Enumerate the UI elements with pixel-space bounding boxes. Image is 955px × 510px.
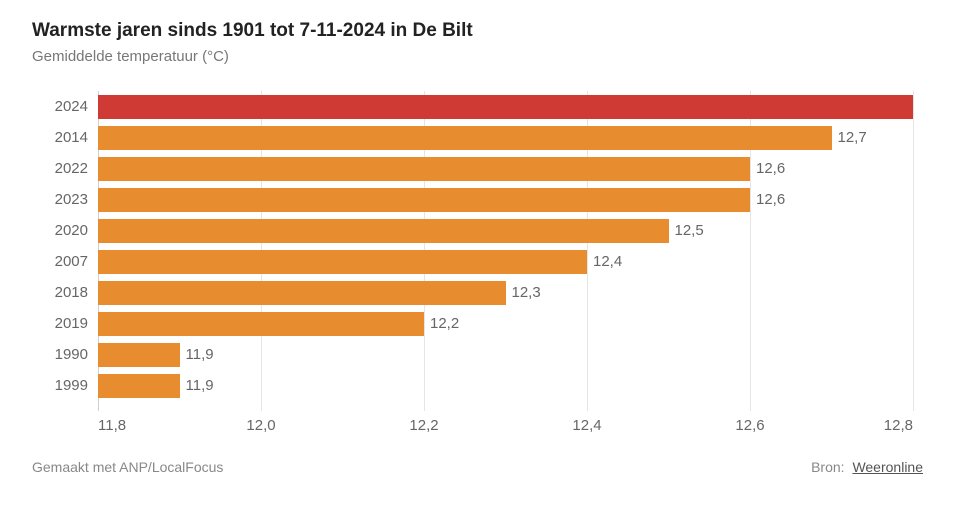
bar-row: 200712,4	[98, 250, 913, 274]
bar	[98, 157, 750, 181]
category-label: 2020	[32, 219, 88, 243]
value-label: 12,2	[424, 312, 459, 336]
value-label: 12,6	[750, 188, 785, 212]
bar	[98, 126, 832, 150]
category-label: 2019	[32, 312, 88, 336]
chart-title: Warmste jaren sinds 1901 tot 7-11-2024 i…	[32, 20, 923, 42]
x-tick-label: 12,4	[572, 417, 601, 434]
bar	[98, 343, 180, 367]
chart-bars: 202412,8 201412,7 202212,6 202312,6 202012,5…	[98, 91, 913, 411]
value-label: 12,6	[750, 157, 785, 181]
category-label: 2014	[32, 126, 88, 150]
value-label: 11,9	[180, 343, 214, 367]
category-label: 2007	[32, 250, 88, 274]
value-label: 12,4	[587, 250, 622, 274]
bar	[98, 95, 913, 119]
bar-row: 201812,3	[98, 281, 913, 305]
value-label: 11,9	[180, 374, 214, 398]
category-label: 2022	[32, 157, 88, 181]
bar	[98, 281, 506, 305]
category-label: 1990	[32, 343, 88, 367]
chart-footer: Gemaakt met ANP/LocalFocus Bron: Weeronl…	[32, 459, 923, 475]
footer-credit: Gemaakt met ANP/LocalFocus	[32, 459, 223, 475]
bar	[98, 312, 424, 336]
x-tick-label: 12,2	[409, 417, 438, 434]
chart: 202412,8201412,7202212,6202312,6202012,5…	[32, 91, 923, 441]
x-tick-label: 11,8	[98, 417, 126, 434]
chart-subtitle: Gemiddelde temperatuur (°C)	[32, 48, 923, 65]
bar	[98, 374, 180, 398]
bar	[98, 188, 750, 212]
footer-source: Bron: Weeronline	[811, 459, 923, 475]
bar-row: 199911,9	[98, 374, 913, 398]
gridline	[913, 91, 914, 411]
value-label: 12,5	[669, 219, 704, 243]
bar-row: 201912,2	[98, 312, 913, 336]
chart-plot: 202412,8 201412,7 202212,6 202312,6 202012,5…	[98, 91, 913, 411]
category-label: 1999	[32, 374, 88, 398]
category-label: 2023	[32, 188, 88, 212]
x-tick-label: 12,8	[884, 417, 913, 434]
category-label: 2018	[32, 281, 88, 305]
bar-row: 202312,6	[98, 188, 913, 212]
footer-source-label: Bron:	[811, 459, 844, 475]
bar-row: 202412,8	[98, 95, 913, 119]
bar-row: 202212,6	[98, 157, 913, 181]
x-tick-label: 12,6	[735, 417, 764, 434]
bar	[98, 219, 669, 243]
category-label: 2024	[32, 95, 88, 119]
bar-row: 199011,9	[98, 343, 913, 367]
value-label: 12,7	[832, 126, 867, 150]
bar	[98, 250, 587, 274]
footer-source-link[interactable]: Weeronline	[852, 459, 923, 475]
chart-x-axis: 11,8 12,0 12,2 12,4 12,6 12,8	[98, 411, 913, 441]
value-label: 12,3	[506, 281, 541, 305]
bar-row: 201412,7	[98, 126, 913, 150]
x-tick-label: 12,0	[246, 417, 275, 434]
bar-row: 202012,5	[98, 219, 913, 243]
